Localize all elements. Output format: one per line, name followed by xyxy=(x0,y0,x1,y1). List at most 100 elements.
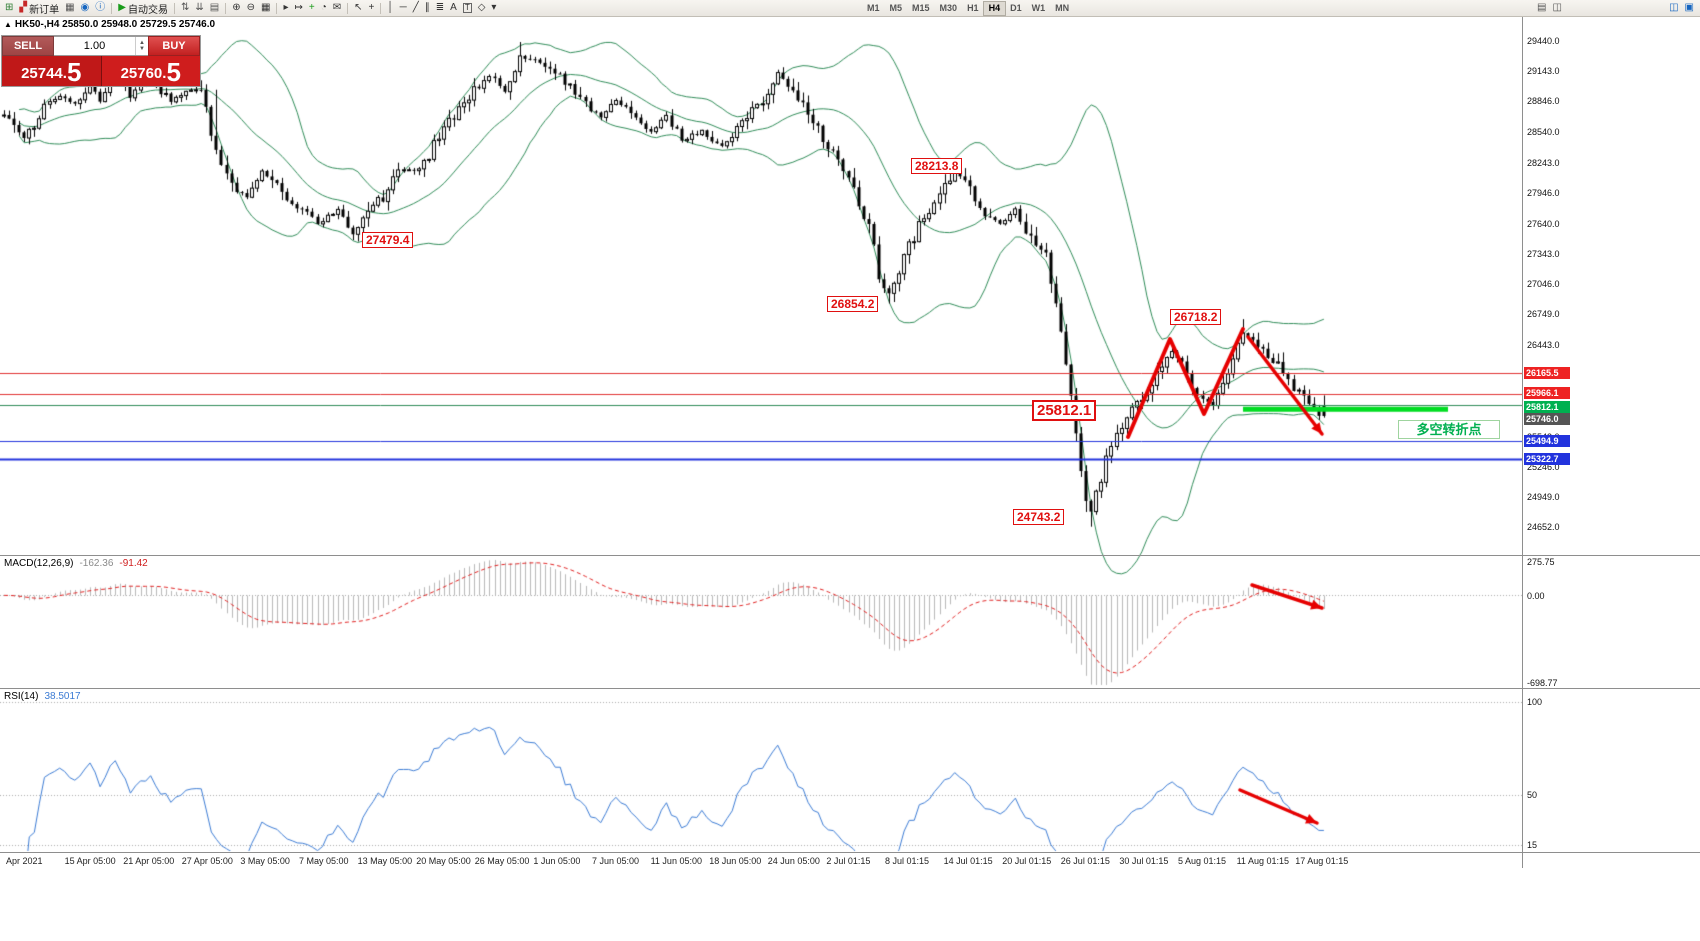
time-axis-label: 11 Aug 01:15 xyxy=(1236,856,1289,866)
grid-icon: ▦ xyxy=(261,2,271,13)
channel-button[interactable]: ∥ xyxy=(422,1,433,15)
vertical-line-button[interactable]: │ xyxy=(384,1,396,15)
label-button[interactable]: T xyxy=(460,1,475,15)
indicators-plus-icon: + xyxy=(308,2,315,13)
timeframe-m30-button[interactable]: M30 xyxy=(939,2,958,13)
cascade-windows-icon: ⇅ xyxy=(180,2,190,13)
periods-button[interactable]: ◔ xyxy=(318,1,330,15)
fibonacci-icon: ≣ xyxy=(435,2,445,13)
volume-control: ▲ ▼ xyxy=(54,36,148,56)
volume-spinner: ▲ ▼ xyxy=(135,37,148,55)
data-window-button[interactable]: ⓘ xyxy=(92,1,108,15)
time-axis-label: 26 Jul 01:15 xyxy=(1060,856,1110,866)
macd-axis-tick: 275.75 xyxy=(1527,557,1555,567)
timeframe-m15-button[interactable]: M15 xyxy=(912,2,930,13)
price-callout-label[interactable]: 28213.8 xyxy=(911,158,963,174)
timeframe-d1-button[interactable]: D1 xyxy=(1010,2,1022,13)
buy-button[interactable]: BUY xyxy=(148,36,200,56)
toolbar-separator xyxy=(276,2,278,14)
cascade-windows-button[interactable]: ⇅ xyxy=(178,1,192,15)
price-axis-tick: 28846.0 xyxy=(1527,96,1560,107)
new-order-button[interactable]: ▞ 新订单 xyxy=(16,1,62,16)
crosshair-icon: + xyxy=(368,2,375,13)
price-axis-tag: 25494.9 xyxy=(1524,435,1570,447)
macd-axis-tick: -698.77 xyxy=(1527,678,1558,688)
auto-scroll-button[interactable]: ▸ xyxy=(280,1,291,15)
trendline-button[interactable]: ╱ xyxy=(410,1,422,15)
horizontal-line-button[interactable]: ─ xyxy=(397,1,410,15)
grid-button[interactable]: ▦ xyxy=(258,1,273,15)
vertical-line-icon: │ xyxy=(387,2,394,13)
text-button[interactable]: A xyxy=(447,1,460,15)
price-callout-label[interactable]: 27479.4 xyxy=(362,232,414,248)
collapse-triangle-icon[interactable]: ▲ xyxy=(4,20,12,29)
price-axis-tick: 27046.0 xyxy=(1527,279,1560,289)
crosshair-button[interactable]: + xyxy=(366,1,378,15)
price-callout-label[interactable]: 24743.2 xyxy=(1013,509,1065,525)
shapes-dropdown-button[interactable]: ▾ xyxy=(488,1,499,15)
layout-button[interactable]: ▣ xyxy=(1682,1,1697,15)
fibonacci-button[interactable]: ≣ xyxy=(433,1,447,15)
price-callout-label[interactable]: 25812.1 xyxy=(1032,400,1097,421)
cursor-button[interactable]: ↖ xyxy=(351,1,365,15)
macd-axis-tick: 0.00 xyxy=(1527,591,1545,601)
time-axis-label: 17 Aug 01:15 xyxy=(1295,856,1349,866)
timeframe-w1-button[interactable]: W1 xyxy=(1031,2,1046,13)
arrange-windows-button[interactable]: ⇊ xyxy=(192,1,206,15)
timeframe-m1-button[interactable]: M1 xyxy=(867,2,880,13)
chart-shift-button[interactable]: ↦ xyxy=(291,1,305,15)
chart-windows-icon: ▦ xyxy=(65,2,75,13)
dock-panel-button[interactable]: ◫ xyxy=(1666,1,1681,15)
channel-icon: ∥ xyxy=(424,2,430,13)
print-button[interactable]: ▤ xyxy=(1534,1,1549,15)
turning-point-annotation[interactable]: 多空转折点 xyxy=(1398,420,1500,439)
price-callout-label[interactable]: 26718.2 xyxy=(1170,309,1222,325)
time-axis-label: 27 Apr 05:00 xyxy=(181,856,233,866)
print-preview-button[interactable]: ◫ xyxy=(1549,1,1564,15)
market-watch-icon: ◉ xyxy=(80,2,90,13)
rsi-panel-splitter[interactable] xyxy=(0,688,1700,689)
sell-price-display[interactable]: 25744. 5 xyxy=(2,56,101,86)
new-chart-button[interactable]: ⊞ xyxy=(2,1,16,15)
macd-signal-value: -91.42 xyxy=(119,558,148,569)
price-axis-tick: 29143.0 xyxy=(1527,66,1560,77)
timeframe-mn-button[interactable]: MN xyxy=(1055,2,1070,13)
zoom-out-button[interactable]: ⊖ xyxy=(244,1,258,15)
zoom-in-button[interactable]: ⊕ xyxy=(229,1,243,15)
new-chart-icon: ⊞ xyxy=(5,2,14,13)
cursor-arrow-icon: ↖ xyxy=(354,2,363,13)
toolbar-right-tools: ▤ ◫ xyxy=(1534,0,1565,16)
price-axis-separator xyxy=(1522,16,1523,868)
market-watch-button[interactable]: ◉ xyxy=(78,1,93,15)
indicators-button[interactable]: + xyxy=(306,1,318,15)
sell-button[interactable]: SELL xyxy=(2,36,54,56)
symbol-ohlc-header: ▲ HK50-,H4 25850.0 25948.0 25729.5 25746.… xyxy=(4,19,215,30)
chart-shift-icon: ↦ xyxy=(294,2,303,13)
shapes-button[interactable]: ◇ xyxy=(475,1,489,15)
timeframe-m5-button[interactable]: M5 xyxy=(889,2,903,13)
buy-price-display[interactable]: 25760. 5 xyxy=(101,56,200,86)
macd-panel-splitter[interactable] xyxy=(0,555,1700,556)
zoom-in-icon: ⊕ xyxy=(232,2,241,13)
chart-windows-button[interactable]: ▦ xyxy=(62,1,77,15)
volume-input[interactable] xyxy=(54,37,135,55)
volume-down-icon[interactable]: ▼ xyxy=(139,46,145,52)
timeframe-h1-button[interactable]: H1 xyxy=(967,2,979,13)
shapes-icon: ◇ xyxy=(477,2,486,13)
time-axis-label: 7 Jun 05:00 xyxy=(592,856,640,866)
autotrading-button[interactable]: ▶ 自动交易 xyxy=(115,1,171,16)
time-axis-label: 26 May 05:00 xyxy=(474,856,530,866)
volume-up-icon[interactable]: ▲ xyxy=(139,40,145,46)
price-axis-tag: 25322.7 xyxy=(1524,453,1570,465)
time-axis-label: 7 May 05:00 xyxy=(299,856,349,866)
timeframe-h4-button[interactable]: H4 xyxy=(982,0,1007,16)
rsi-header: RSI(14) 38.5017 xyxy=(4,691,81,702)
templates-button[interactable]: ✉ xyxy=(330,1,344,15)
timeframe-group: M1 M5 M15 M30 H1 H4 D1 W1 MN xyxy=(862,0,1074,16)
tile-windows-button[interactable]: ▤ xyxy=(207,1,222,15)
toolbar-separator xyxy=(347,2,349,14)
chart-canvas[interactable] xyxy=(0,16,1522,868)
price-callout-label[interactable]: 26854.2 xyxy=(827,296,879,312)
price-axis-tick: 25246.0 xyxy=(1527,461,1560,472)
rsi-value: 38.5017 xyxy=(44,691,81,702)
